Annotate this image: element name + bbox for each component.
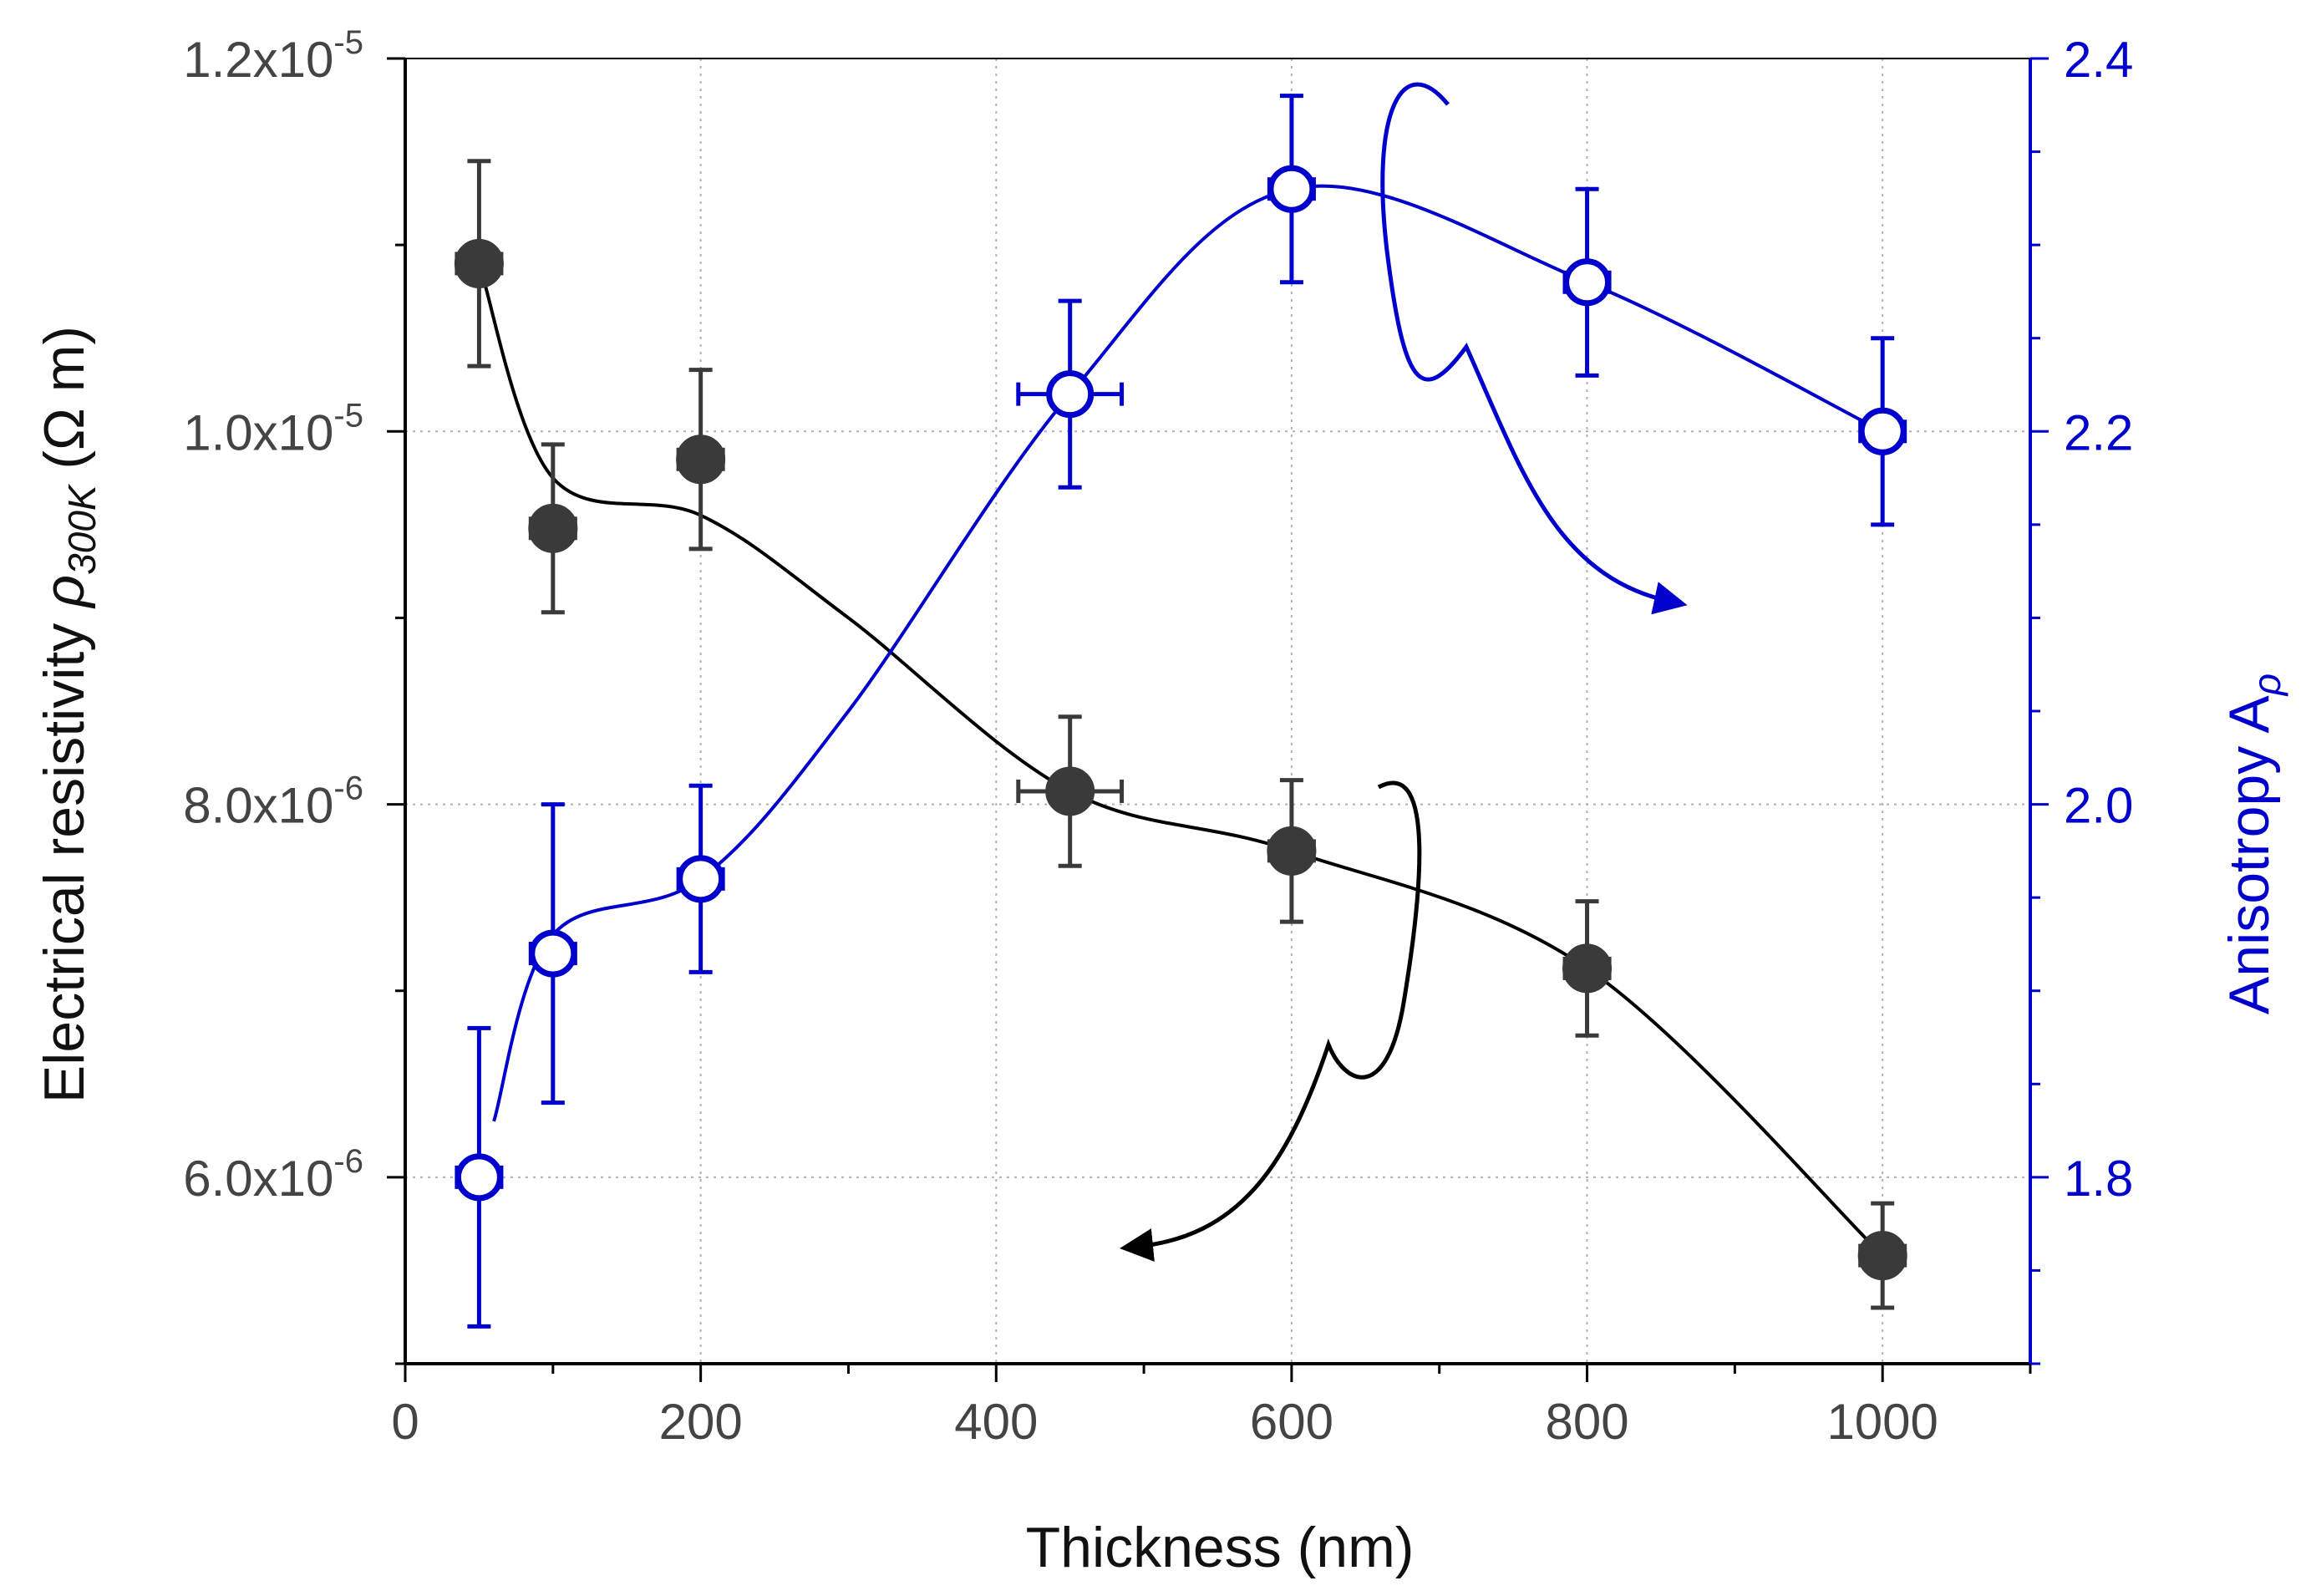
tick-mantissa: 6.0x10 (183, 1151, 333, 1207)
resistivity-point (676, 435, 726, 485)
resistivity-point (1562, 943, 1613, 994)
x-axis-title: Thickness (nm) (1026, 1516, 1415, 1579)
tick-mantissa: 8.0x10 (183, 778, 333, 834)
y-left-tick-label: 1.0x10-5 (183, 397, 363, 460)
y-right-tick-label: 2.2 (2064, 404, 2133, 460)
y-left-title-symbol: ρ (33, 575, 96, 609)
y-right-title-subscript: ρ (2245, 673, 2288, 697)
y-left-tick-label: 8.0x10-6 (183, 770, 363, 834)
tick-exponent: -6 (333, 770, 363, 807)
y-left-title-suffix: (Ω m) (33, 326, 96, 485)
x-tick-label: 200 (659, 1394, 743, 1450)
y-right-tick-label: 2.4 (2064, 32, 2133, 88)
trend-curves (477, 184, 1884, 1258)
error-bars (455, 94, 1907, 1329)
x-tick-label: 0 (391, 1394, 419, 1450)
y-right-tick-label: 2.0 (2064, 778, 2133, 834)
x-tick-label: 400 (954, 1394, 1038, 1450)
trend-line-left (477, 262, 1884, 1258)
tick-mantissa: 1.0x10 (183, 404, 333, 460)
x-tick-label: 1000 (1826, 1394, 1938, 1450)
anisotropy-point (455, 1153, 503, 1202)
y-right-title-main: Anisotropy A (2217, 695, 2281, 1014)
grid (405, 58, 2030, 1364)
resistivity-point (1045, 766, 1095, 816)
tick-exponent: -6 (333, 1143, 363, 1180)
y-axis-right-title: Anisotropy Aρ (2217, 673, 2288, 1014)
anisotropy-point (1858, 407, 1907, 455)
y-right-tick-label: 1.8 (2064, 1151, 2133, 1207)
arrow-blue-to-right-axis (1380, 82, 1688, 615)
resistivity-point (1267, 826, 1317, 876)
y-axis-left-title: Electrical resistivity ρ300K (Ω m) (33, 326, 104, 1103)
resistivity-point (454, 238, 504, 288)
axes: 0 200 400 600 800 10006.0x10-68.0x10-61.0x10-… (183, 24, 2133, 1450)
y-left-tick-label: 1.2x10-5 (183, 24, 363, 88)
x-tick-label: 600 (1250, 1394, 1333, 1450)
anisotropy-point (529, 929, 577, 978)
arrow-black-to-left-axis (1120, 780, 1422, 1262)
anisotropy-point (1563, 258, 1612, 307)
anisotropy-point (1046, 370, 1095, 419)
annotation-arrows (1120, 82, 1688, 1262)
y-left-tick-label: 6.0x10-6 (183, 1143, 363, 1207)
y-left-title-prefix: Electrical resistivity (33, 607, 96, 1103)
tick-mantissa: 1.2x10 (183, 32, 333, 88)
tick-exponent: -5 (333, 24, 363, 61)
resistivity-point (528, 503, 578, 553)
anisotropy-point (1267, 165, 1316, 213)
tick-exponent: -5 (333, 397, 363, 434)
trend-line-right (492, 184, 1884, 1122)
anisotropy-point (677, 855, 725, 903)
data-markers (454, 165, 1907, 1281)
resistivity-point (1857, 1231, 1907, 1281)
x-tick-label: 800 (1545, 1394, 1628, 1450)
y-left-title-subscript: 300K (60, 483, 104, 575)
